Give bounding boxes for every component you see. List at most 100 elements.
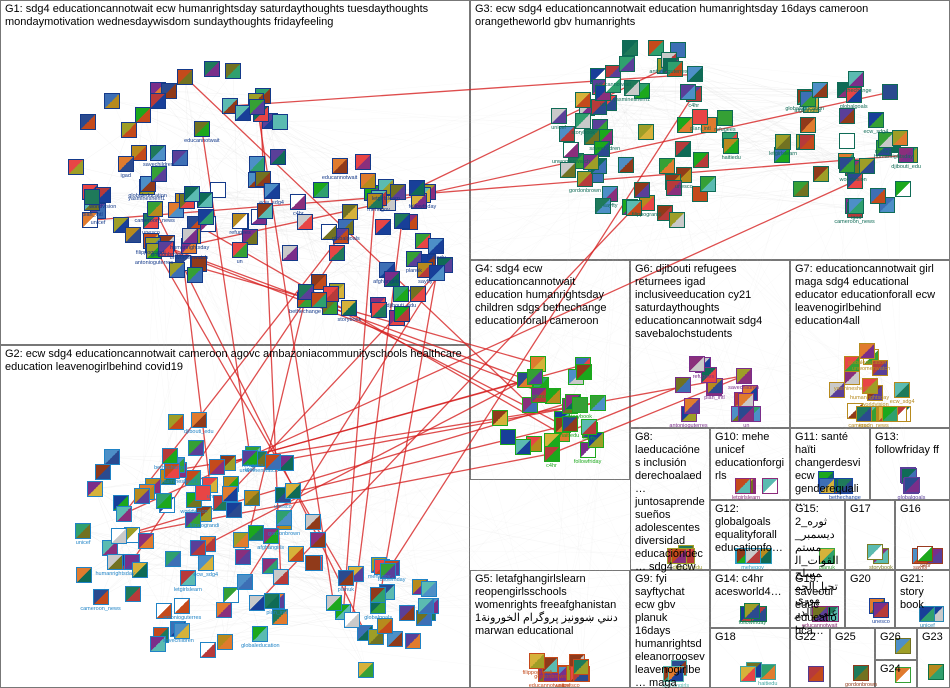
- network-node[interactable]: [107, 554, 123, 570]
- network-node[interactable]: [928, 664, 944, 680]
- network-node[interactable]: [223, 587, 239, 603]
- network-node[interactable]: [687, 66, 703, 82]
- network-node[interactable]: [95, 464, 111, 480]
- network-node[interactable]: [848, 71, 864, 87]
- network-node[interactable]: [290, 194, 306, 210]
- network-node[interactable]: [169, 262, 185, 278]
- network-node[interactable]: [187, 267, 203, 283]
- network-node[interactable]: [622, 40, 638, 56]
- network-node[interactable]: [812, 606, 828, 622]
- network-node[interactable]: [700, 176, 716, 192]
- network-node[interactable]: [812, 82, 828, 98]
- network-node[interactable]: [249, 156, 265, 172]
- network-node[interactable]: [184, 186, 200, 202]
- network-node[interactable]: [667, 61, 683, 77]
- network-node[interactable]: [272, 114, 288, 130]
- network-node[interactable]: [375, 219, 391, 235]
- network-node[interactable]: [799, 134, 815, 150]
- network-node[interactable]: [235, 549, 251, 565]
- network-node[interactable]: [870, 188, 886, 204]
- network-node[interactable]: [237, 574, 253, 590]
- network-node[interactable]: [164, 463, 180, 479]
- network-node[interactable]: [847, 173, 863, 189]
- network-node[interactable]: [394, 306, 410, 322]
- network-node[interactable]: [174, 623, 190, 639]
- network-node[interactable]: [677, 117, 693, 133]
- network-node[interactable]: [605, 77, 621, 93]
- network-node[interactable]: [174, 598, 190, 614]
- network-node[interactable]: [813, 166, 829, 182]
- network-node[interactable]: [819, 548, 835, 564]
- network-node[interactable]: [232, 242, 248, 258]
- network-node[interactable]: [895, 638, 911, 654]
- network-node[interactable]: [638, 124, 654, 140]
- network-node[interactable]: [273, 569, 289, 585]
- network-node[interactable]: [162, 448, 178, 464]
- network-node[interactable]: [595, 198, 611, 214]
- network-node[interactable]: [583, 154, 599, 170]
- network-node[interactable]: [692, 109, 708, 125]
- network-node[interactable]: [150, 636, 166, 652]
- network-node[interactable]: [138, 533, 154, 549]
- network-node[interactable]: [666, 180, 682, 196]
- network-node[interactable]: [829, 382, 845, 398]
- network-node[interactable]: [104, 93, 120, 109]
- network-node[interactable]: [311, 292, 327, 308]
- network-node[interactable]: [429, 265, 445, 281]
- network-node[interactable]: [310, 532, 326, 548]
- network-node[interactable]: [272, 609, 288, 625]
- network-node[interactable]: [560, 162, 576, 178]
- network-node[interactable]: [717, 110, 733, 126]
- network-node[interactable]: [684, 398, 700, 414]
- network-node[interactable]: [177, 69, 193, 85]
- network-node[interactable]: [760, 664, 776, 680]
- network-node[interactable]: [659, 158, 675, 174]
- network-node[interactable]: [158, 241, 174, 257]
- network-node[interactable]: [492, 410, 508, 426]
- network-node[interactable]: [121, 122, 137, 138]
- network-node[interactable]: [341, 300, 357, 316]
- network-node[interactable]: [338, 570, 354, 586]
- network-node[interactable]: [93, 589, 109, 605]
- network-node[interactable]: [371, 302, 387, 318]
- network-node[interactable]: [581, 419, 597, 435]
- network-node[interactable]: [182, 228, 198, 244]
- network-node[interactable]: [418, 598, 434, 614]
- network-node[interactable]: [693, 152, 709, 168]
- network-node[interactable]: [264, 593, 280, 609]
- network-node[interactable]: [775, 134, 791, 150]
- network-node[interactable]: [168, 414, 184, 430]
- network-node[interactable]: [244, 490, 260, 506]
- network-node[interactable]: [846, 87, 862, 103]
- network-node[interactable]: [222, 486, 238, 502]
- network-node[interactable]: [859, 158, 875, 174]
- network-node[interactable]: [305, 514, 321, 530]
- network-node[interactable]: [808, 666, 824, 682]
- network-node[interactable]: [669, 212, 685, 228]
- network-node[interactable]: [736, 368, 752, 384]
- network-node[interactable]: [745, 548, 761, 564]
- network-node[interactable]: [242, 450, 258, 466]
- network-node[interactable]: [872, 360, 888, 376]
- network-node[interactable]: [723, 138, 739, 154]
- network-node[interactable]: [740, 666, 756, 682]
- network-node[interactable]: [393, 286, 409, 302]
- network-node[interactable]: [626, 200, 642, 216]
- network-node[interactable]: [288, 546, 304, 562]
- network-node[interactable]: [867, 544, 883, 560]
- network-node[interactable]: [326, 595, 342, 611]
- network-node[interactable]: [276, 510, 292, 526]
- network-node[interactable]: [147, 201, 163, 217]
- network-node[interactable]: [125, 227, 141, 243]
- network-node[interactable]: [544, 446, 560, 462]
- network-node[interactable]: [194, 121, 210, 137]
- network-node[interactable]: [904, 477, 920, 493]
- network-node[interactable]: [668, 666, 684, 682]
- network-node[interactable]: [84, 189, 100, 205]
- network-node[interactable]: [329, 245, 345, 261]
- network-node[interactable]: [198, 209, 214, 225]
- network-node[interactable]: [257, 203, 273, 219]
- network-node[interactable]: [572, 397, 588, 413]
- network-node[interactable]: [671, 548, 687, 564]
- network-node[interactable]: [191, 412, 207, 428]
